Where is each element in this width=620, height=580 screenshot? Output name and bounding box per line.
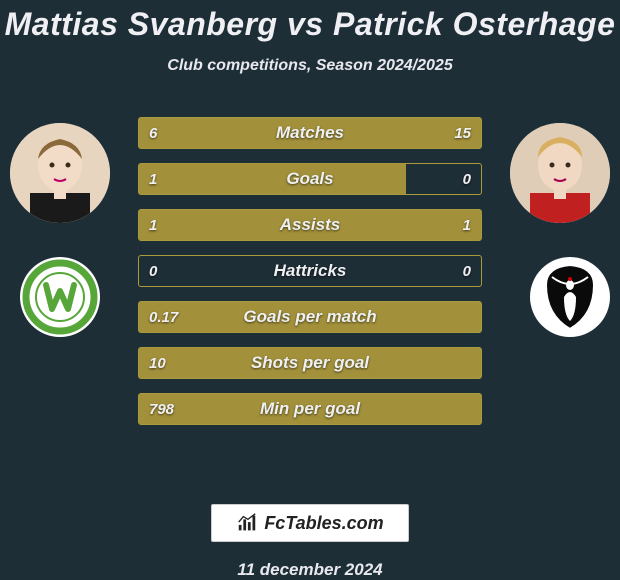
stat-bars: Matches615Goals10Assists11Hattricks00Goa… [138, 117, 482, 425]
player-right-avatar [510, 123, 610, 223]
date-label: 11 december 2024 [237, 560, 382, 580]
page-title: Mattias Svanberg vs Patrick Osterhage [5, 6, 616, 43]
bar-label: Hattricks [139, 256, 481, 286]
player-left-avatar [10, 123, 110, 223]
stat-bar-row: Goals1 0 [138, 163, 482, 195]
bar-label: Assists [139, 210, 481, 240]
bar-label: Goals per match [139, 302, 481, 332]
club-right-logo [530, 257, 610, 337]
stat-bar-row: Assists1 1 [138, 209, 482, 241]
bar-value-left: 798 [139, 394, 184, 424]
club-left-logo [20, 257, 100, 337]
bar-label: Min per goal [139, 394, 481, 424]
stat-bar-row: Matches6 15 [138, 117, 482, 149]
person-icon [10, 123, 110, 223]
stat-bar-row: Shots per goal10 [138, 347, 482, 379]
stat-bar-row: Goals per match0.17 [138, 301, 482, 333]
bar-value-left: 1 [139, 164, 167, 194]
bar-value-left: 0 [139, 256, 167, 286]
bar-value-right [461, 348, 481, 378]
bar-value-right [461, 394, 481, 424]
bar-value-right: 0 [453, 256, 481, 286]
bar-value-right [461, 302, 481, 332]
bar-value-left: 0.17 [139, 302, 188, 332]
person-icon [510, 123, 610, 223]
bar-value-right: 0 [453, 164, 481, 194]
bar-value-right: 1 [453, 210, 481, 240]
bar-label: Shots per goal [139, 348, 481, 378]
bar-value-left: 6 [139, 118, 167, 148]
stat-bar-row: Hattricks0 0 [138, 255, 482, 287]
bar-value-left: 1 [139, 210, 167, 240]
bar-value-left: 10 [139, 348, 176, 378]
comparison-area: Matches615Goals10Assists11Hattricks00Goa… [0, 105, 620, 492]
stat-bar-row: Min per goal798 [138, 393, 482, 425]
watermark: FcTables.com [211, 504, 408, 542]
chart-icon [236, 512, 258, 534]
watermark-text: FcTables.com [264, 513, 383, 534]
bar-label: Goals [139, 164, 481, 194]
wolfsburg-logo-icon [20, 257, 100, 337]
freiburg-logo-icon [530, 257, 610, 337]
bar-value-right: 15 [444, 118, 481, 148]
bar-label: Matches [139, 118, 481, 148]
page-subtitle: Club competitions, Season 2024/2025 [167, 57, 452, 75]
